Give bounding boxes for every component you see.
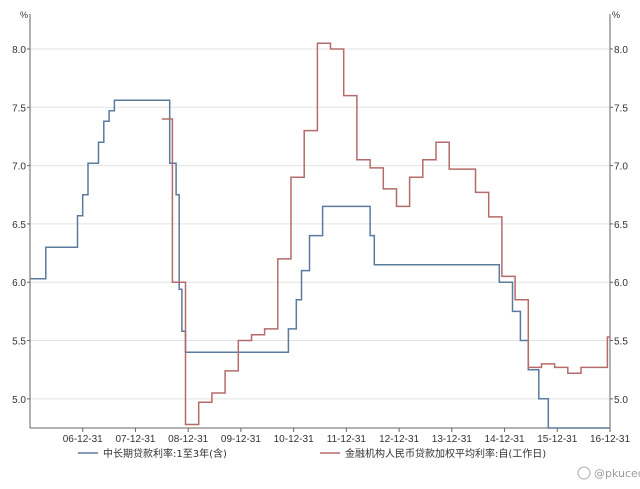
grid: [30, 48, 610, 400]
x-tick-label: 08-12-31: [168, 434, 208, 445]
legend-label-series-1: 中长期贷款利率:1至3年(含): [103, 447, 227, 460]
x-tick-label: 16-12-31: [590, 434, 630, 445]
x-tick-label: 06-12-31: [63, 434, 103, 445]
y-unit-left: %: [20, 10, 28, 20]
x-tick-label: 09-12-31: [221, 434, 261, 445]
y-tick-label-right: 6.0: [614, 278, 628, 289]
watermark: @pkuced: [577, 466, 640, 480]
x-tick-label: 14-12-31: [485, 434, 525, 445]
x-tick-label: 12-12-31: [379, 434, 419, 445]
weibo-icon: [577, 466, 591, 480]
axes: % %: [20, 10, 620, 429]
series-line-1: [30, 99, 610, 429]
y-tick-label-left: 5.0: [12, 395, 26, 406]
x-tick-label: 15-12-31: [537, 434, 577, 445]
y-tick-label-right: 8.0: [614, 45, 628, 56]
y-ticks-right: 8.0 7.5 7.0 6.5 6.0 5.5 5.0: [610, 45, 628, 406]
y-tick-label-right: 7.0: [614, 162, 628, 173]
y-tick-label-left: 7.5: [12, 103, 26, 114]
x-ticks: 06-12-31 07-12-31 08-12-31 09-12-31 10-12-31…: [63, 428, 630, 445]
legend: 中长期贷款利率:1至3年(含) 金融机构人民币贷款加权平均利率:自(工作日): [78, 447, 546, 460]
y-tick-label-left: 8.0: [12, 45, 26, 56]
y-tick-label-right: 6.5: [614, 220, 628, 231]
x-tick-label: 10-12-31: [274, 434, 314, 445]
series: [30, 42, 610, 429]
y-tick-label-left: 5.5: [12, 337, 26, 348]
x-tick-label: 07-12-31: [115, 434, 155, 445]
y-ticks-left: 8.0 7.5 7.0 6.5 6.0 5.5 5.0: [12, 45, 30, 406]
legend-label-series-2: 金融机构人民币贷款加权平均利率:自(工作日): [345, 447, 546, 460]
x-tick-label: 11-12-31: [327, 434, 367, 445]
y-tick-label-left: 6.0: [12, 278, 26, 289]
y-tick-label-right: 7.5: [614, 103, 628, 114]
y-tick-label-right: 5.0: [614, 395, 628, 406]
y-tick-label-left: 7.0: [12, 162, 26, 173]
y-tick-label-left: 6.5: [12, 220, 26, 231]
y-unit-right: %: [612, 10, 620, 20]
watermark-text: @pkuced: [594, 467, 640, 480]
series-line-2: [161, 42, 610, 426]
x-tick-label: 13-12-31: [432, 434, 472, 445]
y-tick-label-right: 5.5: [614, 337, 628, 348]
